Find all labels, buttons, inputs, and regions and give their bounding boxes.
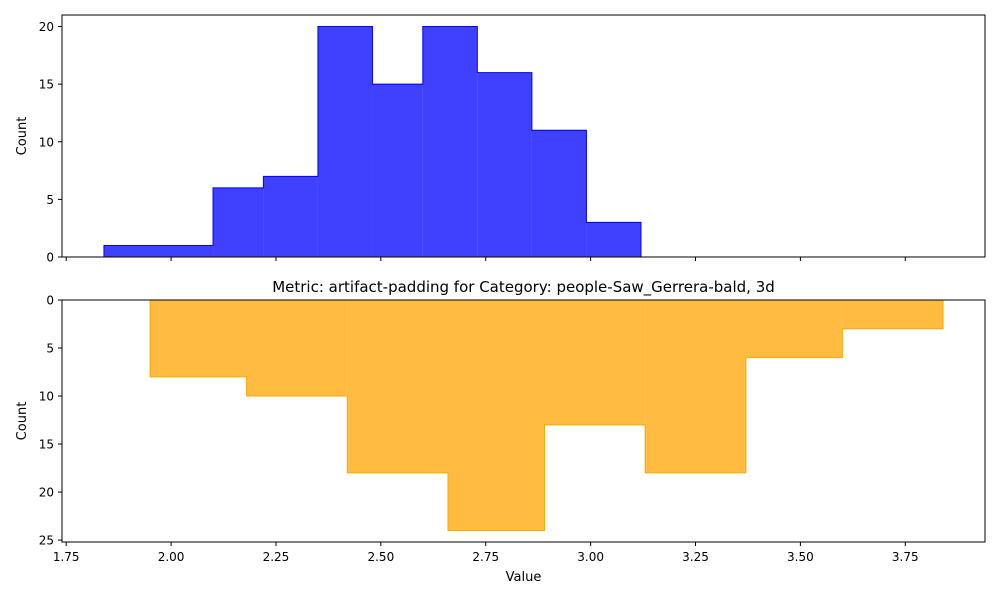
bottom-histogram-bar [347, 300, 448, 473]
top-y-ticks: 0 5 10 15 20 [39, 20, 62, 265]
bottom-histogram-panel: 1.75 2.00 2.25 2.50 2.75 3.00 3.25 3.50 3.75 0 5 1… [15, 278, 986, 585]
top-y-tick-label: 10 [39, 135, 54, 149]
top-histogram-bar [477, 72, 532, 257]
bottom-x-tick-label: 2.75 [472, 550, 499, 564]
bottom-x-axis-label: Value [506, 570, 542, 585]
top-histogram-panel: 0 5 10 15 20 Count [15, 14, 986, 265]
top-y-tick-label: 20 [39, 20, 54, 34]
top-x-ticks [65, 257, 906, 261]
bottom-histogram-bar [150, 300, 247, 377]
top-y-axis-label: Count [15, 117, 30, 156]
bottom-histogram-bar [645, 300, 746, 473]
top-histogram-bar [263, 176, 318, 257]
bottom-y-tick-label: 20 [39, 486, 54, 500]
bottom-y-ticks: 0 5 10 15 20 25 [39, 294, 62, 548]
bottom-y-tick-label: 5 [46, 342, 54, 356]
bottom-x-tick-label: 3.00 [577, 550, 604, 564]
top-y-tick-label: 0 [46, 251, 54, 265]
top-y-tick-label: 5 [46, 193, 54, 207]
bottom-y-tick-label: 25 [39, 534, 54, 548]
bottom-y-tick-label: 10 [39, 390, 54, 404]
bottom-x-tick-label: 1.75 [53, 550, 80, 564]
top-histogram-bar [586, 222, 641, 257]
top-histogram-outline [103, 26, 642, 257]
bottom-histogram-bar [246, 300, 348, 397]
bottom-chart-title: Metric: artifact-padding for Category: p… [272, 278, 775, 297]
bottom-histogram-bar [745, 300, 843, 358]
bottom-x-tick-label: 3.50 [787, 550, 814, 564]
bottom-y-axis-label: Count [15, 402, 30, 441]
bottom-x-tick-label: 2.25 [263, 550, 290, 564]
top-axes-frame [61, 14, 986, 258]
top-histogram-bar [103, 245, 214, 257]
bottom-histogram-marks [149, 300, 944, 531]
bottom-histogram-bar [447, 300, 545, 531]
bottom-histogram-bar [544, 300, 646, 425]
bottom-x-tick-label: 2.00 [158, 550, 185, 564]
top-histogram-bar [422, 26, 478, 258]
bottom-x-tick-label: 3.25 [682, 550, 709, 564]
top-histogram-marks [103, 26, 642, 258]
top-histogram-bar [317, 26, 373, 258]
top-histogram-bar [372, 84, 423, 258]
bottom-y-tick-label: 0 [46, 294, 54, 308]
top-histogram-bar [531, 130, 587, 257]
bottom-x-ticks: 1.75 2.00 2.25 2.50 2.75 3.00 3.25 3.50 3.75 [53, 542, 919, 564]
bottom-histogram-bar [842, 300, 944, 329]
bottom-y-tick-label: 15 [39, 438, 54, 452]
bottom-histogram-outline [149, 300, 944, 531]
top-histogram-bar [213, 187, 264, 257]
bottom-x-tick-label: 3.75 [892, 550, 919, 564]
bottom-x-tick-label: 2.50 [367, 550, 394, 564]
top-y-tick-label: 15 [39, 78, 54, 92]
bottom-axes-frame [61, 299, 986, 543]
